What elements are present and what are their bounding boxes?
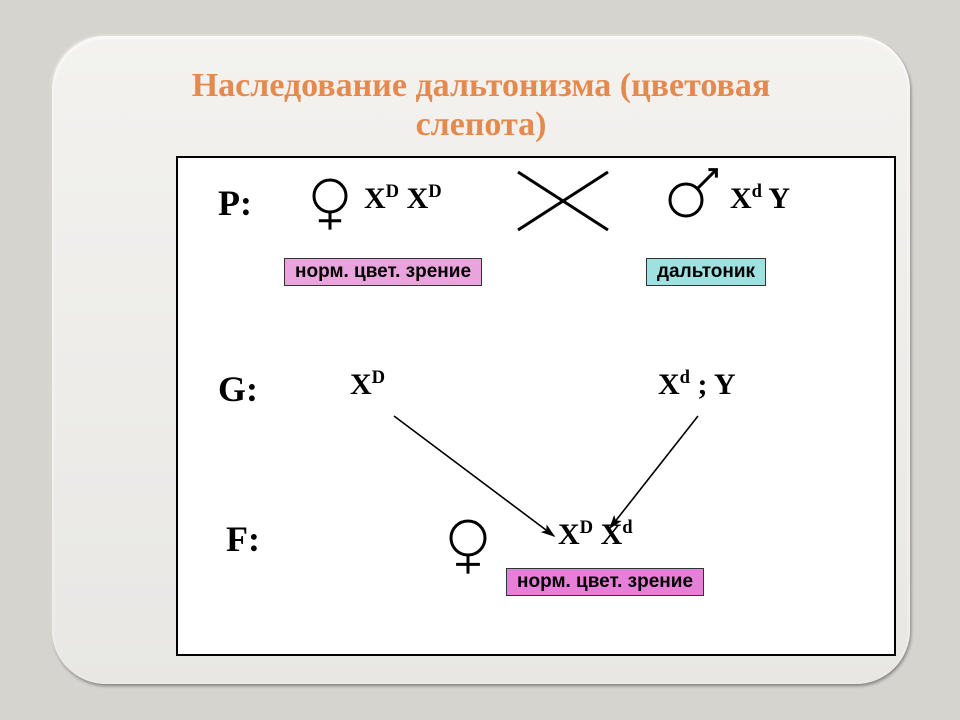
- label-g: G:: [218, 368, 258, 410]
- gamete-left: XD: [350, 368, 385, 402]
- title-line-1: Наследование дальтонизма (цветовая: [52, 66, 910, 105]
- genetics-diagram: P: G: F: XD XD Xd Y XD Xd ; Y XD Xd норм…: [176, 156, 896, 656]
- gamete-right: Xd ; Y: [658, 368, 736, 402]
- slide-title: Наследование дальтонизма (цветовая слепо…: [52, 66, 910, 144]
- parent-female-genotype: XD XD: [364, 182, 442, 216]
- phenotype-tag-offspring: норм. цвет. зрение: [506, 568, 704, 596]
- phenotype-tag-male: дальтоник: [646, 258, 766, 286]
- parent-male-genotype: Xd Y: [730, 182, 790, 216]
- label-f: F:: [226, 518, 260, 560]
- label-p: P:: [218, 182, 252, 224]
- page: Наследование дальтонизма (цветовая слепо…: [0, 0, 960, 720]
- phenotype-tag-female: норм. цвет. зрение: [284, 258, 482, 286]
- title-line-2: слепота): [52, 105, 910, 144]
- slide-panel: Наследование дальтонизма (цветовая слепо…: [52, 36, 910, 684]
- offspring-genotype: XD Xd: [558, 518, 633, 552]
